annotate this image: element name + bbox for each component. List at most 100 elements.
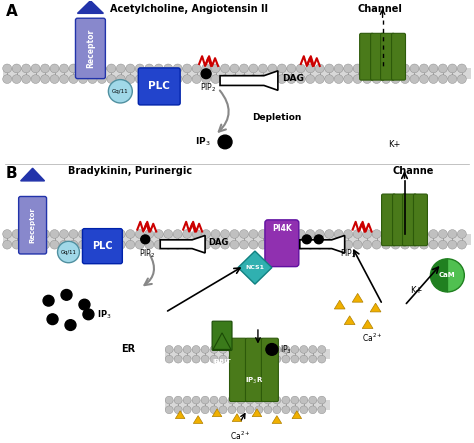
Polygon shape	[212, 409, 222, 416]
Polygon shape	[238, 251, 272, 284]
FancyBboxPatch shape	[246, 338, 263, 401]
Circle shape	[314, 235, 323, 244]
Circle shape	[182, 75, 191, 83]
Circle shape	[211, 240, 220, 249]
Text: IP$_3$: IP$_3$	[98, 308, 112, 321]
Circle shape	[116, 240, 125, 249]
Circle shape	[116, 75, 125, 83]
Circle shape	[201, 346, 209, 354]
Circle shape	[211, 229, 220, 238]
Circle shape	[107, 75, 116, 83]
Text: Gq/11: Gq/11	[112, 89, 128, 94]
Circle shape	[344, 240, 353, 249]
Circle shape	[182, 229, 191, 238]
Circle shape	[246, 346, 254, 354]
Circle shape	[344, 64, 353, 73]
Circle shape	[325, 229, 334, 238]
Circle shape	[255, 406, 263, 414]
Circle shape	[401, 64, 410, 73]
Text: Ca$^{2+}$: Ca$^{2+}$	[362, 332, 383, 344]
Circle shape	[291, 396, 299, 404]
Text: Gq/11: Gq/11	[61, 249, 76, 255]
Circle shape	[249, 75, 258, 83]
Circle shape	[192, 406, 200, 414]
Circle shape	[107, 229, 116, 238]
Circle shape	[201, 229, 210, 238]
Circle shape	[192, 75, 201, 83]
Bar	[3, 234, 471, 245]
Circle shape	[220, 229, 229, 238]
Circle shape	[291, 346, 299, 354]
Circle shape	[429, 75, 438, 83]
Circle shape	[83, 309, 94, 320]
Circle shape	[318, 355, 326, 363]
Circle shape	[334, 240, 343, 249]
Circle shape	[88, 229, 97, 238]
Circle shape	[273, 346, 281, 354]
Circle shape	[334, 64, 343, 73]
Circle shape	[457, 64, 466, 73]
Circle shape	[173, 75, 182, 83]
Circle shape	[353, 240, 362, 249]
Circle shape	[306, 75, 315, 83]
Polygon shape	[252, 409, 262, 416]
Circle shape	[239, 240, 248, 249]
Text: IP$_3$R: IP$_3$R	[245, 376, 263, 386]
Circle shape	[239, 229, 248, 238]
Circle shape	[372, 64, 381, 73]
Circle shape	[266, 344, 278, 355]
Circle shape	[300, 396, 308, 404]
Circle shape	[47, 314, 58, 325]
Circle shape	[309, 346, 317, 354]
Circle shape	[145, 240, 154, 249]
FancyBboxPatch shape	[413, 194, 428, 246]
Circle shape	[3, 75, 12, 83]
Circle shape	[135, 64, 144, 73]
Bar	[165, 400, 330, 410]
Polygon shape	[352, 293, 363, 302]
Polygon shape	[334, 300, 345, 309]
Polygon shape	[77, 1, 103, 13]
FancyBboxPatch shape	[262, 338, 278, 401]
Circle shape	[429, 64, 438, 73]
Circle shape	[306, 240, 315, 249]
Circle shape	[50, 75, 59, 83]
Circle shape	[246, 396, 254, 404]
FancyBboxPatch shape	[402, 194, 417, 246]
FancyBboxPatch shape	[382, 194, 395, 246]
Circle shape	[429, 240, 438, 249]
Circle shape	[79, 64, 87, 73]
Circle shape	[239, 64, 248, 73]
Circle shape	[391, 229, 400, 238]
Circle shape	[334, 75, 343, 83]
Circle shape	[22, 240, 31, 249]
Text: DAG: DAG	[208, 238, 228, 247]
Circle shape	[173, 240, 182, 249]
Circle shape	[287, 229, 296, 238]
Circle shape	[201, 406, 209, 414]
Text: PIP$_2$: PIP$_2$	[139, 247, 155, 260]
Circle shape	[291, 355, 299, 363]
Circle shape	[277, 75, 286, 83]
Circle shape	[228, 346, 236, 354]
Text: IRBIT: IRBIT	[213, 358, 231, 364]
Circle shape	[318, 346, 326, 354]
Text: PLC: PLC	[92, 241, 113, 251]
Circle shape	[258, 64, 267, 73]
Circle shape	[219, 406, 227, 414]
Circle shape	[107, 240, 116, 249]
Circle shape	[448, 64, 457, 73]
Circle shape	[174, 346, 182, 354]
Text: Receptor: Receptor	[86, 29, 95, 68]
Circle shape	[382, 64, 391, 73]
FancyBboxPatch shape	[265, 220, 299, 267]
Circle shape	[165, 406, 173, 414]
Circle shape	[419, 64, 428, 73]
Polygon shape	[175, 411, 185, 419]
Text: ER: ER	[121, 344, 136, 354]
Text: A: A	[6, 4, 18, 19]
Circle shape	[228, 355, 236, 363]
Polygon shape	[370, 303, 381, 312]
Circle shape	[306, 64, 315, 73]
Circle shape	[401, 229, 410, 238]
